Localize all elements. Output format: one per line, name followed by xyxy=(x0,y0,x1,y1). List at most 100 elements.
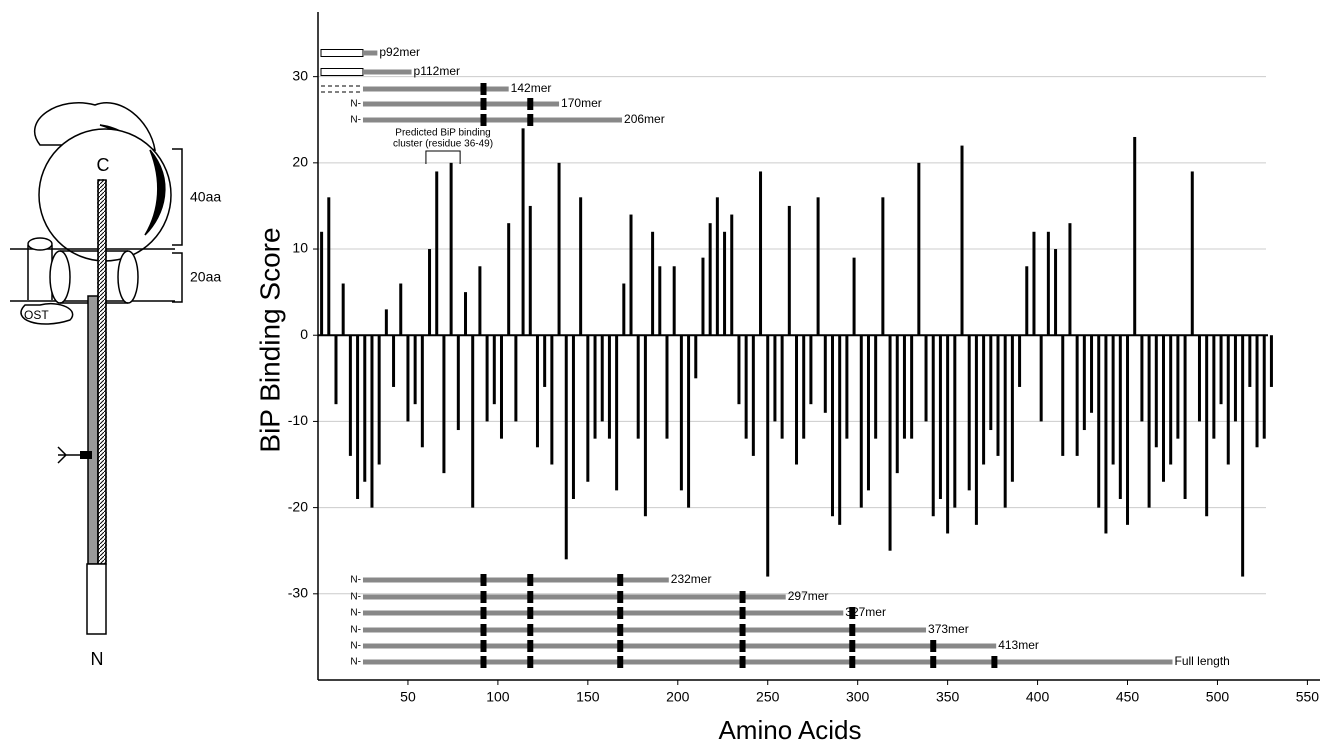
bar xyxy=(535,335,539,448)
bar xyxy=(1025,266,1029,336)
construct-prefix: N- xyxy=(350,115,361,126)
bar xyxy=(665,335,669,439)
glyco-site xyxy=(527,656,534,668)
bar xyxy=(406,335,410,422)
cluster-bracket xyxy=(425,150,461,164)
x-tick-label: 350 xyxy=(936,689,960,705)
bar xyxy=(435,171,439,336)
bar xyxy=(392,335,396,387)
bar xyxy=(1161,335,1165,482)
bar xyxy=(428,249,432,336)
length-label: 40aa xyxy=(190,189,221,205)
bar xyxy=(1226,335,1230,465)
bar xyxy=(521,128,525,336)
x-tick-label: 200 xyxy=(666,689,690,705)
bar xyxy=(701,257,705,336)
x-axis-title: Amino Acids xyxy=(718,715,861,745)
x-tick-label: 400 xyxy=(1026,689,1050,705)
glyco-site xyxy=(617,607,624,619)
glyco-site xyxy=(527,98,534,110)
construct-prefix: N- xyxy=(350,657,361,668)
cluster-label: cluster (residue 36-49) xyxy=(393,139,493,150)
bar xyxy=(1255,335,1259,448)
construct-label: 232mer xyxy=(671,572,712,586)
bar xyxy=(579,197,583,336)
glyco-site xyxy=(849,607,856,619)
glyco-site xyxy=(527,607,534,619)
glyco-site xyxy=(617,574,624,586)
bar xyxy=(845,335,849,439)
construct-label: Full length xyxy=(1174,654,1229,668)
bar xyxy=(1133,136,1137,336)
bar xyxy=(485,335,489,422)
bar xyxy=(859,335,863,508)
length-label: 20aa xyxy=(190,269,221,285)
bar xyxy=(751,335,755,456)
bar xyxy=(1090,335,1094,413)
bar xyxy=(327,197,331,336)
y-tick-label: -30 xyxy=(288,585,308,601)
y-tick-label: -10 xyxy=(288,412,308,428)
bar xyxy=(607,335,611,439)
glyco-site xyxy=(739,624,746,636)
bar xyxy=(974,335,978,525)
x-tick-label: 150 xyxy=(576,689,600,705)
n-terminus: N xyxy=(91,649,104,669)
x-tick-label: 100 xyxy=(486,689,510,705)
y-axis-title: BiP Binding Score xyxy=(254,227,285,452)
bar xyxy=(1147,335,1151,508)
glyco-site xyxy=(930,640,937,652)
x-tick-label: 450 xyxy=(1116,689,1140,705)
bar xyxy=(356,335,360,499)
bar xyxy=(715,197,719,336)
bar xyxy=(924,335,928,422)
bar xyxy=(543,335,547,387)
glyco-site xyxy=(480,624,487,636)
bar xyxy=(1212,335,1216,439)
bar xyxy=(1190,171,1194,336)
bar xyxy=(557,162,561,336)
bar xyxy=(658,266,662,336)
bar xyxy=(1197,335,1201,422)
bar xyxy=(938,335,942,499)
glyco-site xyxy=(930,656,937,668)
bar xyxy=(1248,335,1252,387)
bar xyxy=(780,335,784,439)
bar xyxy=(830,335,834,517)
bar xyxy=(651,231,655,336)
bar xyxy=(1262,335,1266,439)
bar xyxy=(881,197,885,336)
bar xyxy=(917,162,921,336)
y-tick-label: 0 xyxy=(300,326,308,342)
bar xyxy=(528,205,532,336)
bar xyxy=(787,205,791,336)
bar xyxy=(967,335,971,491)
bar xyxy=(1003,335,1007,508)
bar xyxy=(564,335,568,560)
bar xyxy=(672,266,676,336)
bar xyxy=(1046,231,1050,336)
bar xyxy=(687,335,691,508)
bar xyxy=(1169,335,1173,465)
bar xyxy=(464,292,468,336)
bar xyxy=(1140,335,1144,422)
construct-label: p112mer xyxy=(414,64,460,78)
bar xyxy=(1241,335,1245,577)
schematic xyxy=(10,102,183,635)
glyco-site xyxy=(480,607,487,619)
bar xyxy=(334,335,338,405)
glyco-site xyxy=(739,656,746,668)
bar xyxy=(1075,335,1079,456)
bar xyxy=(341,283,345,336)
glyco-site xyxy=(480,656,487,668)
bar xyxy=(1032,231,1036,336)
bar xyxy=(960,145,964,336)
bar xyxy=(953,335,957,508)
bar xyxy=(499,335,503,439)
glyco-site xyxy=(480,640,487,652)
bar xyxy=(370,335,374,508)
bar xyxy=(802,335,806,439)
bar xyxy=(1111,335,1115,465)
bar xyxy=(586,335,590,482)
